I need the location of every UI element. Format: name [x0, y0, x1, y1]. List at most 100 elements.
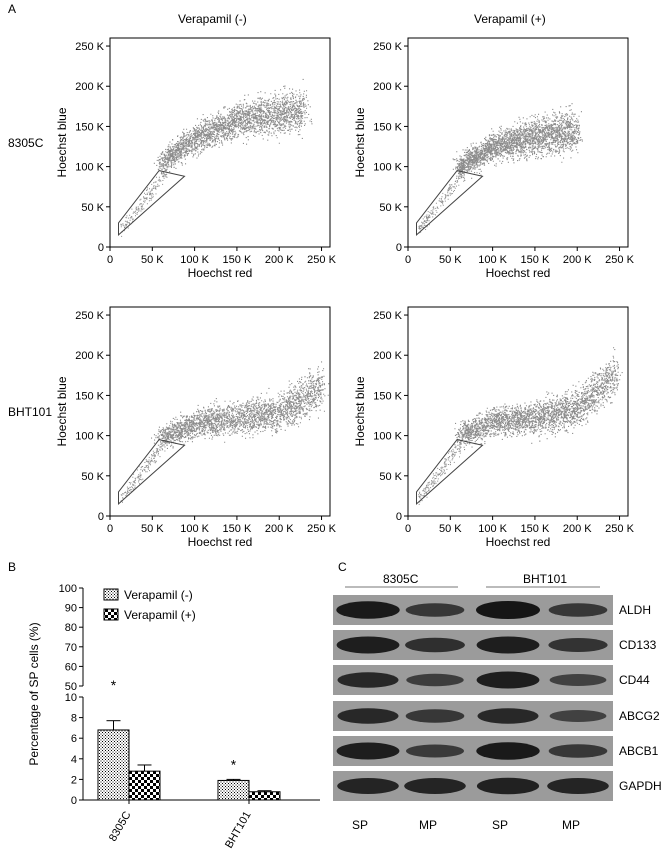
blot-band — [548, 603, 608, 617]
western-blot — [333, 586, 613, 801]
y-tick-label: 0 — [71, 795, 77, 807]
x-tick-label: 50 K — [141, 523, 164, 535]
x-tick-label: 200 K — [265, 523, 294, 535]
y-tick-label: 70 — [65, 642, 77, 654]
y-axis-title: Hoechst blue — [353, 376, 367, 446]
y-tick-label: 250 K — [75, 41, 104, 53]
x-tick-label: 100 K — [180, 254, 209, 266]
blot-group-8305c: 8305C — [383, 572, 419, 586]
protein-label-abcg2: ABCG2 — [619, 709, 660, 723]
y-tick-label: 2 — [71, 774, 77, 786]
blot-band — [476, 777, 540, 795]
y-tick-label: 4 — [71, 754, 77, 766]
event-cloud — [120, 78, 313, 237]
blot-band — [549, 674, 607, 686]
panel-label-a: A — [8, 2, 17, 16]
y-tick-label: 200 K — [373, 81, 402, 93]
y-tick-label: 50 K — [379, 471, 402, 483]
bar-chart: 50 60 70 80 90 100 0 2 4 6 8 10 Percentage of SP cel… — [27, 583, 320, 850]
protein-label-gapdh: GAPDH — [619, 779, 662, 793]
blot-strip-cd44 — [333, 665, 613, 695]
y-tick-label: 0 — [396, 242, 402, 254]
y-tick-label: 6 — [71, 733, 77, 745]
blot-band — [477, 708, 539, 724]
scatter-plot-2: 00 50 K 50 K 100 K 100 K 150 K 150 K 200 K 200 K… — [353, 37, 635, 280]
x-tick-label: 8305C — [107, 809, 134, 843]
x-tick-label: 150 K — [521, 523, 550, 535]
x-tick-label: 100 K — [478, 523, 507, 535]
col-title-verapamil-plus: Verapamil (+) — [474, 12, 546, 26]
y-tick-label: 50 — [65, 681, 77, 693]
x-tick-label: 150 K — [223, 523, 252, 535]
blot-band — [337, 672, 399, 688]
significance-star: * — [231, 756, 237, 772]
plot-frame — [407, 37, 629, 248]
blot-band — [547, 778, 609, 794]
protein-label-cd133: CD133 — [619, 638, 657, 652]
y-tick-label: 250 K — [373, 41, 402, 53]
blot-band — [336, 601, 400, 619]
bar — [97, 729, 130, 801]
x-tick-label: 50 K — [141, 254, 164, 266]
x-tick-label: 150 K — [521, 254, 550, 266]
col-title-verapamil-minus: Verapamil (-) — [178, 12, 247, 26]
y-tick-label: 8 — [71, 713, 77, 725]
blot-group-bht101: BHT101 — [523, 572, 568, 586]
legend-swatch — [103, 608, 119, 621]
y-tick-label: 150 K — [373, 121, 402, 133]
row-title-bht101: BHT101 — [8, 405, 53, 419]
blot-band — [405, 637, 465, 653]
blot-band — [549, 710, 607, 722]
x-tick-label: 150 K — [223, 254, 252, 266]
y-axis-title: Hoechst blue — [55, 107, 69, 177]
x-tick-label: 250 K — [605, 254, 634, 266]
blot-band — [337, 778, 399, 794]
sp-gate — [416, 170, 484, 237]
panel-label-b: B — [8, 560, 17, 574]
blot-band — [405, 709, 465, 723]
x-tick-label: 200 K — [265, 254, 294, 266]
x-tick-label: 200 K — [563, 254, 592, 266]
y-axis-title: Hoechst blue — [353, 107, 367, 177]
plot-frame — [407, 306, 629, 517]
event-cloud — [418, 103, 583, 234]
y-tick-label: 60 — [65, 661, 77, 673]
blot-band — [337, 708, 399, 724]
blot-band — [406, 744, 464, 758]
x-axis-title: Hoechst red — [188, 266, 253, 280]
x-tick-label: 250 K — [307, 523, 336, 535]
protein-label-aldh: ALDH — [619, 603, 652, 617]
y-tick-label: 100 K — [75, 431, 104, 443]
y-tick-label: 250 K — [373, 310, 402, 322]
x-axis-title: Hoechst red — [486, 266, 551, 280]
event-cloud — [418, 347, 623, 505]
plot-frame — [109, 306, 331, 517]
blot-band — [476, 742, 540, 760]
blot-strip-cd133 — [333, 630, 613, 660]
y-tick-label: 90 — [65, 603, 77, 615]
y-tick-label: 50 K — [81, 471, 104, 483]
lane-label-sp-2: SP — [492, 818, 509, 832]
blot-strip-abcg2 — [333, 701, 613, 731]
bar — [217, 779, 250, 801]
y-tick-label: 150 K — [373, 390, 402, 402]
y-tick-label: 200 K — [75, 350, 104, 362]
y-tick-label: 150 K — [75, 390, 104, 402]
x-axis-title: Hoechst red — [188, 535, 253, 549]
x-axis-title: Hoechst red — [486, 535, 551, 549]
legend-swatch — [103, 588, 119, 601]
y-tick-label: 150 K — [75, 121, 104, 133]
x-tick-label: BHT101 — [223, 810, 254, 850]
lane-label-mp-1: MP — [419, 818, 437, 832]
significance-star: * — [111, 677, 117, 693]
scatter-plot-4: 00 50 K 50 K 100 K 100 K 150 K 150 K 200 K 200 K… — [353, 306, 635, 549]
scatter-plot-3: 00 50 K 50 K 100 K 100 K 150 K 150 K 200 K 200 K… — [55, 306, 337, 549]
y-tick-label: 0 — [396, 511, 402, 523]
x-tick-label: 0 — [405, 523, 411, 535]
blot-band — [405, 603, 465, 617]
y-tick-label: 100 K — [373, 431, 402, 443]
bar — [128, 770, 161, 801]
protein-label-abcb1: ABCB1 — [619, 744, 659, 758]
scatter-plot-1: 00 50 K 50 K 100 K 100 K 150 K 150 K 200 K 200 K… — [55, 37, 337, 280]
